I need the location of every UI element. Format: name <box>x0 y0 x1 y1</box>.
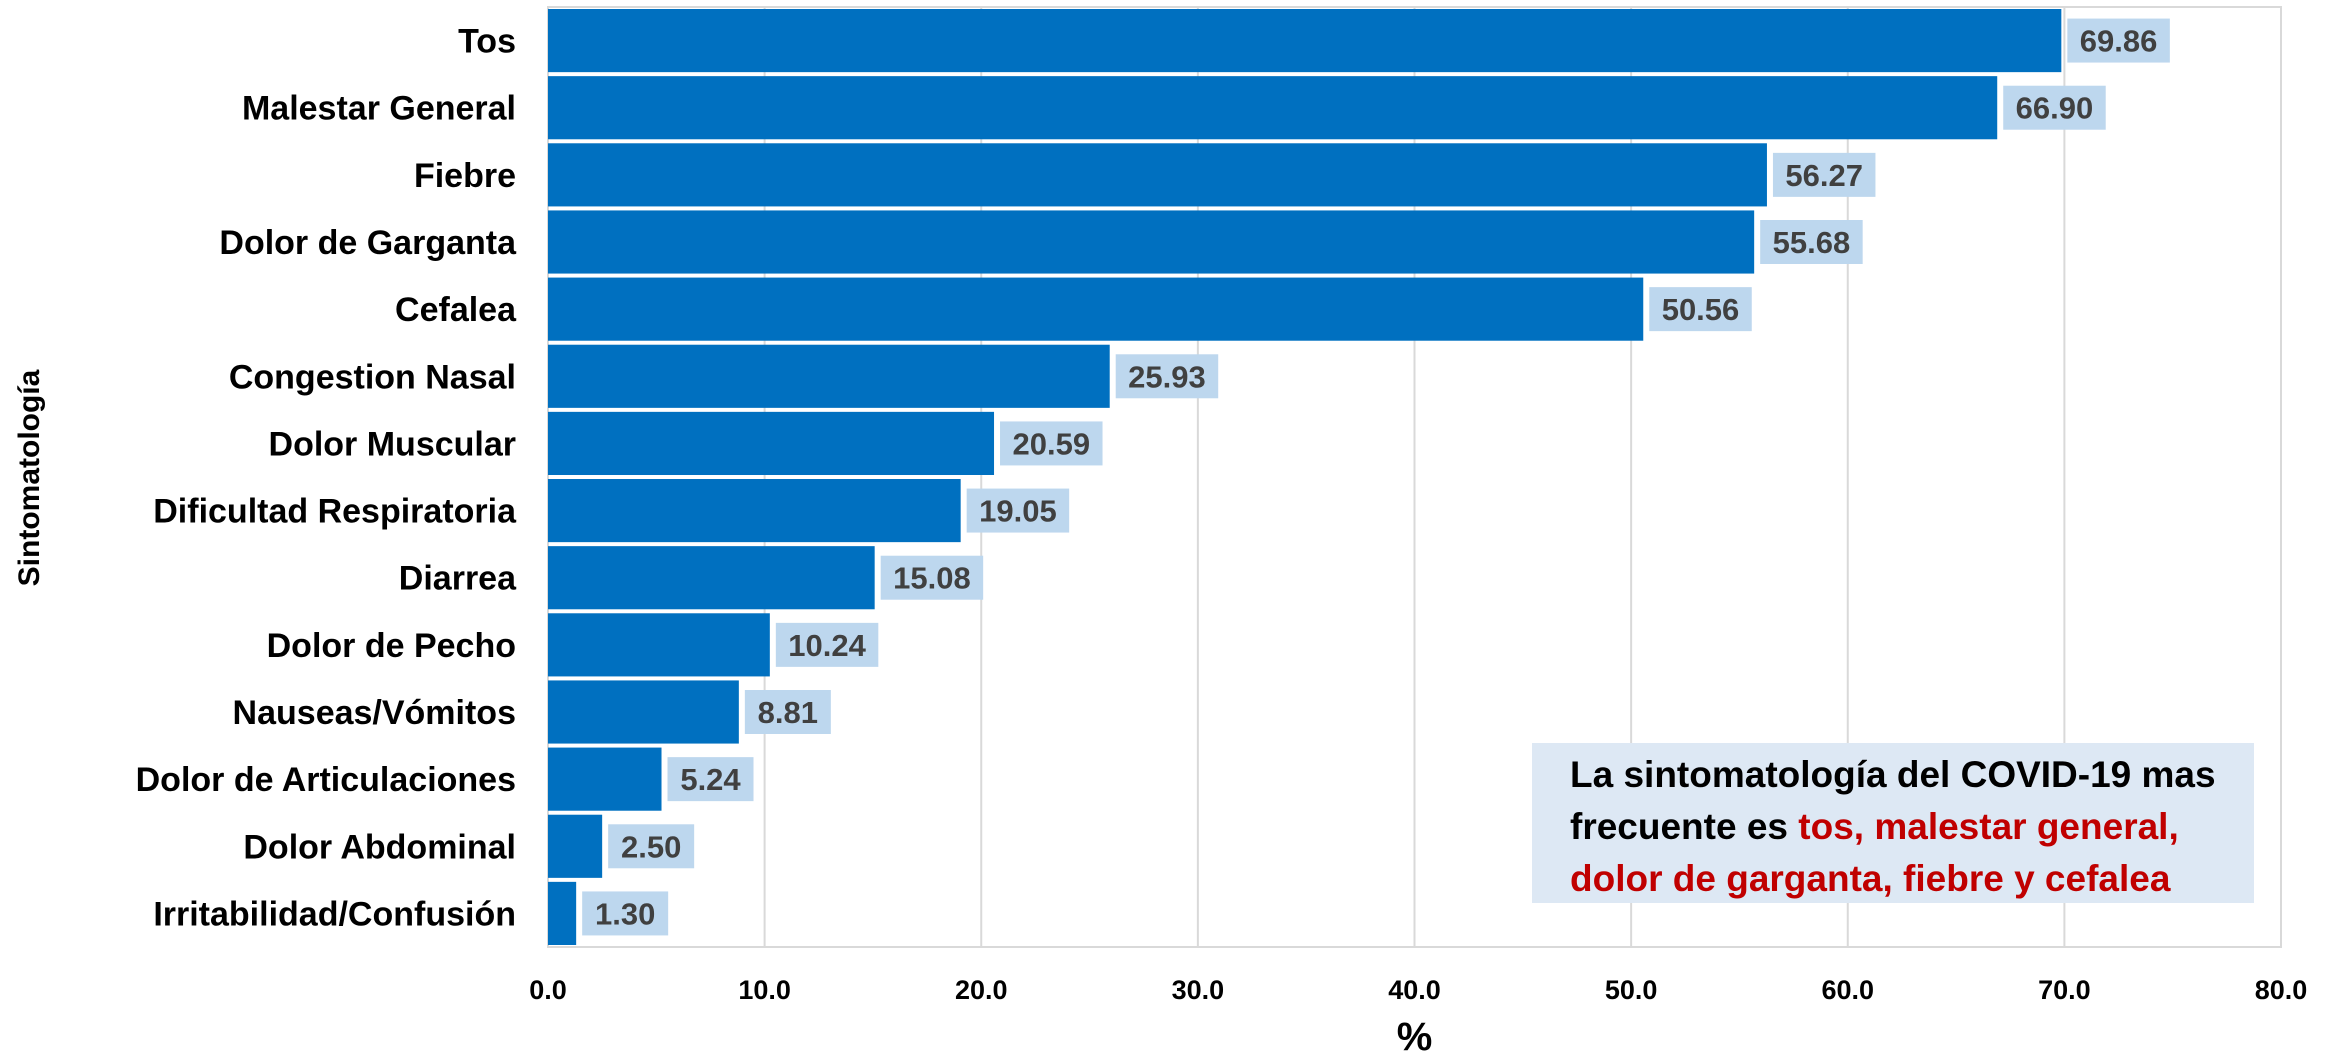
y-tick-label: Fiebre <box>414 157 516 195</box>
data-label: 19.05 <box>979 494 1057 529</box>
y-tick-label: Irritabilidad/Confusión <box>153 895 516 933</box>
y-tick-label: Dolor Muscular <box>269 425 516 463</box>
y-axis-title: Sintomatología <box>13 369 46 587</box>
y-tick-label: Dolor Abdominal <box>243 828 516 866</box>
annotation-box: La sintomatología del COVID-19 mas frecu… <box>1532 743 2254 903</box>
data-label-box <box>2067 18 2170 63</box>
annotation-line-2-prefix: frecuente es <box>1570 806 1799 847</box>
bar <box>548 613 770 677</box>
bar <box>548 344 1110 408</box>
data-label-box <box>2003 85 2106 130</box>
bar <box>548 210 1755 274</box>
data-label-box <box>966 488 1070 533</box>
data-label-box <box>1772 152 1876 197</box>
bar <box>548 747 662 811</box>
data-label: 69.86 <box>2080 24 2158 59</box>
data-label-box <box>744 690 831 734</box>
x-tick-label: 20.0 <box>955 975 1008 1005</box>
data-label-box <box>1649 287 1752 332</box>
x-tick-label: 70.0 <box>2038 975 2091 1005</box>
y-tick-label: Dolor de Pecho <box>267 627 516 665</box>
bar <box>548 546 875 610</box>
data-label-box <box>1000 421 1103 466</box>
annotation-line-2: frecuente es tos, malestar general, <box>1570 801 2254 853</box>
bar <box>548 680 739 744</box>
bar <box>548 411 995 475</box>
data-label-box <box>775 622 879 667</box>
data-label: 5.24 <box>680 762 741 797</box>
y-tick-label: Tos <box>458 23 516 61</box>
data-label-box <box>667 757 754 802</box>
data-label: 10.24 <box>788 628 866 663</box>
data-label-box <box>880 555 984 600</box>
y-tick-label: Dolor de Articulaciones <box>136 761 516 799</box>
data-label: 66.90 <box>2016 91 2094 126</box>
bar <box>548 9 2062 73</box>
x-axis-title: % <box>1397 1015 1433 1052</box>
data-label: 50.56 <box>1662 292 1740 327</box>
data-label: 2.50 <box>621 829 681 864</box>
x-tick-label: 0.0 <box>529 975 567 1005</box>
annotation-line-1: La sintomatología del COVID-19 mas <box>1570 754 2216 795</box>
data-label: 8.81 <box>758 695 818 730</box>
bar <box>548 814 603 878</box>
data-label-box <box>582 891 669 936</box>
annotation-line-2-highlight: tos, malestar general, <box>1798 806 2179 847</box>
x-tick-label: 30.0 <box>1172 975 1225 1005</box>
data-label-box <box>1115 354 1219 399</box>
bar <box>548 76 1998 140</box>
x-tick-label: 10.0 <box>738 975 791 1005</box>
data-label: 15.08 <box>893 561 971 596</box>
x-tick-label: 60.0 <box>1821 975 1874 1005</box>
data-label: 1.30 <box>595 896 655 931</box>
bar <box>548 881 577 945</box>
x-tick-label: 50.0 <box>1605 975 1658 1005</box>
data-label: 20.59 <box>1012 426 1090 461</box>
y-tick-label: Malestar General <box>242 90 516 128</box>
x-tick-label: 40.0 <box>1388 975 1441 1005</box>
bar <box>548 479 961 543</box>
data-label: 56.27 <box>1785 158 1863 193</box>
annotation-line-3-highlight: dolor de garganta, fiebre y cefalea <box>1570 858 2171 899</box>
bar <box>548 277 1644 341</box>
x-tick-label: 80.0 <box>2255 975 2308 1005</box>
data-label: 25.93 <box>1128 359 1206 394</box>
y-tick-label: Dificultad Respiratoria <box>153 493 517 531</box>
y-tick-label: Dolor de Garganta <box>219 224 517 262</box>
data-label: 55.68 <box>1773 225 1851 260</box>
bar <box>548 143 1767 207</box>
y-tick-label: Cefalea <box>395 291 517 329</box>
y-tick-label: Nauseas/Vómitos <box>233 694 516 732</box>
data-label-box <box>608 824 695 869</box>
y-tick-label: Congestion Nasal <box>229 358 516 396</box>
data-label-box <box>1760 220 1863 264</box>
y-tick-label: Diarrea <box>399 560 517 598</box>
